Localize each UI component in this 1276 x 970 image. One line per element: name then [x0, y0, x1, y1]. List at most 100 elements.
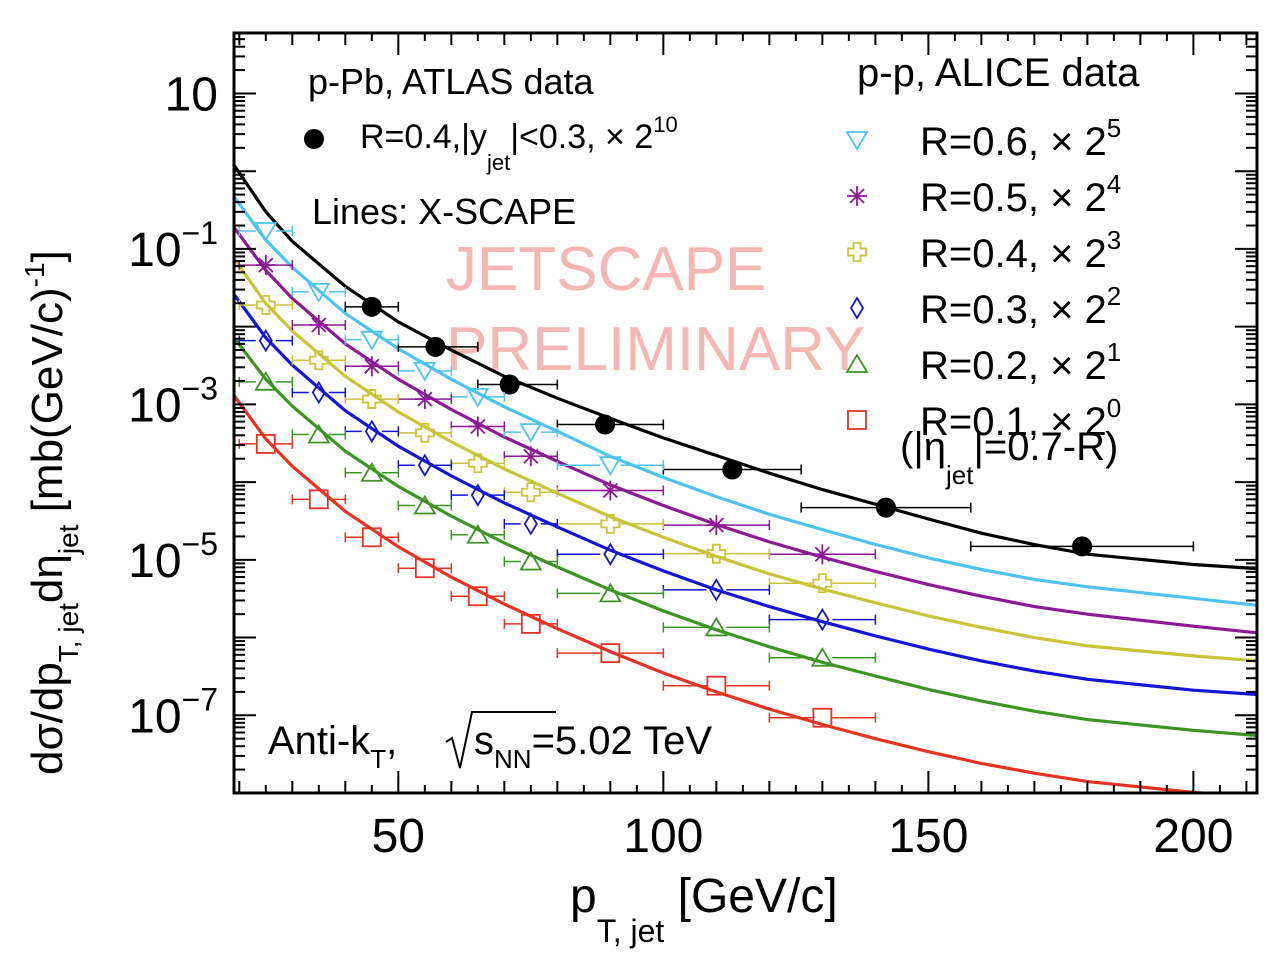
- svg-text:dσ/dpT, jetdηjet [mb(GeV/c)-1]: dσ/dpT, jetdηjet [mb(GeV/c)-1]: [19, 250, 84, 775]
- data-point: [360, 461, 384, 482]
- y-axis-title: dσ/dpT, jetdηjet [mb(GeV/c)-1]: [19, 250, 84, 775]
- y-tick-label: 10−5: [128, 526, 218, 588]
- data-point: [360, 330, 384, 351]
- data-point: [413, 494, 437, 515]
- x-tick-label: 200: [1153, 810, 1233, 863]
- legend-label: R=0.2, × 21: [920, 337, 1121, 388]
- x-tick-label: 100: [623, 810, 703, 863]
- data-point: [470, 483, 485, 507]
- data-point: [311, 380, 326, 405]
- data-point: [1072, 536, 1093, 557]
- data-point: [361, 296, 382, 317]
- data-point: [520, 446, 541, 467]
- data-point: [414, 558, 435, 579]
- data-point: [361, 389, 382, 409]
- data-point: [308, 350, 329, 371]
- data-point: [812, 544, 833, 565]
- legend-label: R=0.6, × 25: [920, 113, 1121, 164]
- data-point: [706, 675, 727, 696]
- axis-ticks: 50 100 150 200 10 10−1 10−3 10−5 10−7: [128, 32, 1257, 863]
- data-point: [519, 550, 543, 571]
- alice-legend: p-p, ALICE data: [857, 51, 1140, 95]
- legend-marker: [845, 353, 869, 373]
- data-point: [595, 414, 616, 435]
- svg-text:pT, jet [GeV/c]: pT, jet [GeV/c]: [570, 870, 838, 949]
- lines-label: Lines: X-SCAPE: [312, 191, 576, 232]
- data-point: [600, 480, 621, 501]
- data-point: [598, 582, 622, 603]
- data-point: [520, 482, 541, 503]
- legend-marker: [847, 186, 867, 206]
- theory-curve: [234, 394, 1223, 793]
- data-points: [238, 222, 1195, 728]
- legend-label: R=0.5, × 24: [920, 169, 1121, 220]
- legend-label: R=0.4, × 23: [920, 225, 1121, 276]
- theory-curve: [234, 336, 1257, 738]
- data-point: [603, 542, 618, 566]
- data-point: [414, 389, 435, 410]
- energy-label: Anti-kT, sNN=5.02 TeV: [268, 711, 712, 774]
- theory-curve: [234, 293, 1257, 697]
- data-point: [466, 524, 490, 544]
- y-tick-label: 10−1: [128, 215, 218, 277]
- watermark: JETSCAPE PRELIMINARY: [446, 235, 865, 384]
- legend-marker: [845, 131, 869, 151]
- data-point: [709, 578, 724, 602]
- data-point: [466, 387, 490, 408]
- data-point: [254, 371, 278, 391]
- data-point: [812, 573, 833, 594]
- data-point: [704, 616, 728, 637]
- data-point: [361, 356, 382, 377]
- legend-marker: [847, 242, 867, 262]
- data-point: [364, 419, 379, 444]
- data-point: [307, 423, 331, 444]
- data-point: [467, 586, 488, 607]
- sqrt-sign: [445, 711, 556, 769]
- data-point: [413, 361, 437, 382]
- data-point: [706, 543, 727, 564]
- data-point: [308, 489, 329, 510]
- data-point: [308, 315, 329, 336]
- data-point: [307, 282, 331, 303]
- plot-frame: [232, 31, 1259, 795]
- data-point: [254, 222, 278, 242]
- data-point: [519, 423, 543, 443]
- legend-label: R=0.1, × 20: [920, 393, 1121, 444]
- data-point: [499, 374, 520, 395]
- watermark-line-2: PRELIMINARY: [446, 315, 865, 384]
- data-point: [598, 456, 622, 476]
- data-point: [600, 643, 621, 664]
- data-point: [523, 512, 538, 536]
- data-point: [417, 453, 432, 477]
- data-point: [467, 416, 488, 437]
- alice-legend-title: p-p, ALICE data: [857, 51, 1140, 95]
- theory-curves: [234, 164, 1257, 793]
- data-point: [425, 336, 446, 357]
- legend-marker: [849, 296, 865, 320]
- y-tick-label: 10−3: [128, 370, 218, 432]
- data-point: [520, 613, 541, 634]
- y-tick-label: 10−7: [128, 681, 218, 743]
- data-point: [258, 328, 273, 353]
- legend-label: R=0.3, × 22: [920, 281, 1121, 332]
- atlas-legend: p-Pb, ATLAS data R=0.4,|yjet|<0.3, × 210…: [304, 61, 678, 232]
- data-point: [255, 434, 276, 454]
- data-point: [815, 607, 830, 632]
- data-point: [361, 527, 382, 548]
- energy-label-text: Anti-kT,: [268, 719, 397, 774]
- x-tick-label: 150: [888, 810, 968, 863]
- data-point: [414, 422, 435, 443]
- data-point: [875, 497, 896, 518]
- data-point: [812, 707, 833, 728]
- x-axis-title: pT, jet [GeV/c]: [570, 870, 838, 949]
- atlas-legend-marker: [304, 129, 324, 149]
- x-tick-label: 50: [372, 810, 425, 863]
- theory-curve: [234, 164, 1257, 571]
- y-tick-label: 10: [165, 68, 218, 121]
- data-point: [600, 513, 621, 534]
- atlas-legend-title: p-Pb, ATLAS data: [308, 61, 594, 102]
- theory-curve: [234, 226, 1257, 635]
- data-point: [255, 255, 276, 276]
- energy-label-s: sNN=5.02 TeV: [474, 719, 712, 774]
